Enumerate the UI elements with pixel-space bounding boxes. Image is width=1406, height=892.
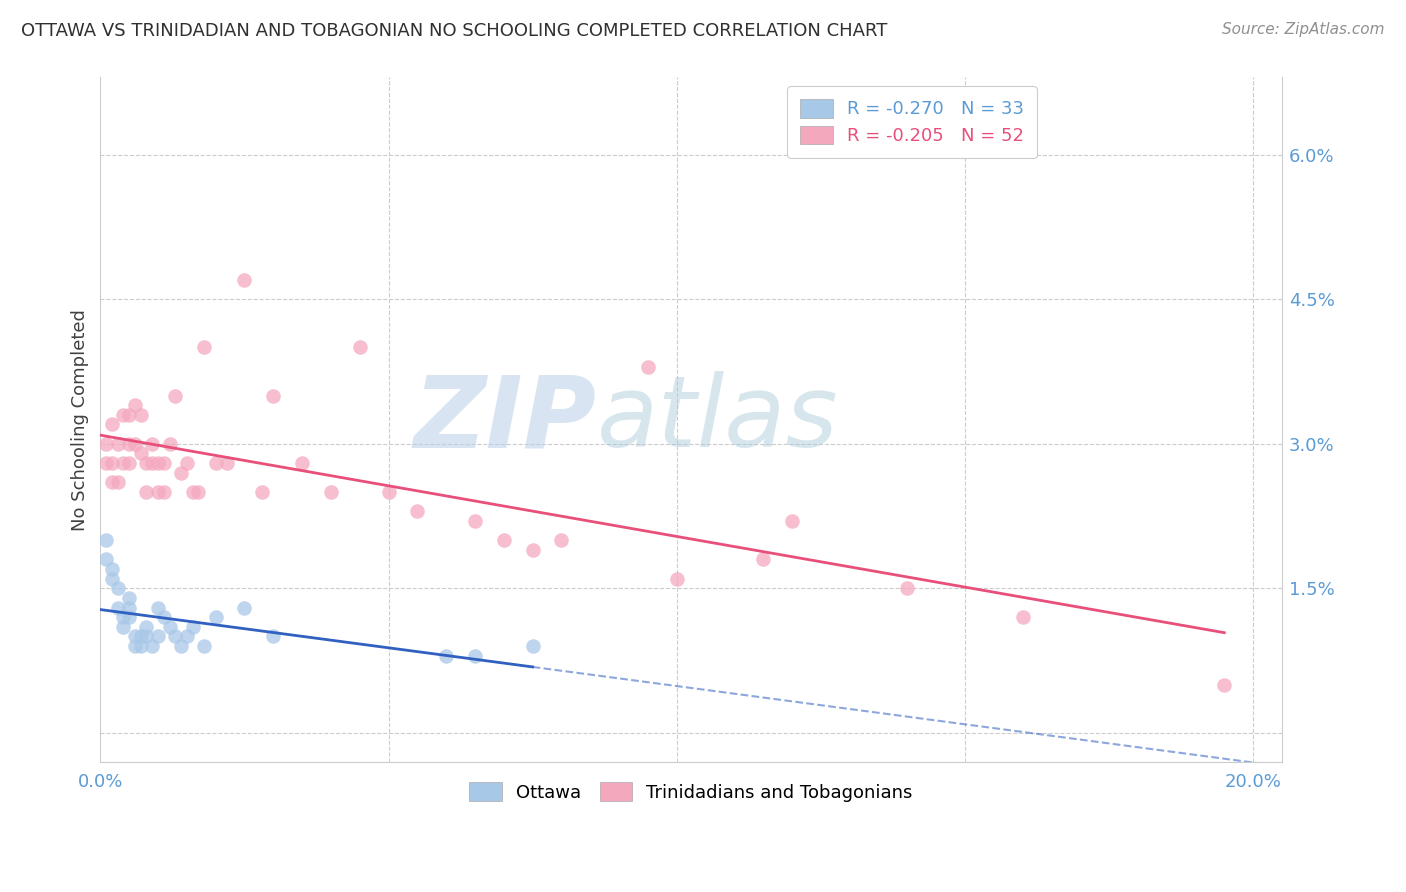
Point bbox=[118, 456, 141, 470]
Point bbox=[146, 484, 169, 499]
Point bbox=[181, 620, 204, 634]
Point bbox=[129, 639, 152, 653]
Text: ZIP: ZIP bbox=[413, 371, 596, 468]
Point bbox=[129, 446, 152, 460]
Point bbox=[377, 484, 399, 499]
Point bbox=[262, 630, 284, 644]
Point bbox=[94, 552, 117, 566]
Point bbox=[101, 562, 124, 576]
Point bbox=[152, 484, 174, 499]
Text: OTTAWA VS TRINIDADIAN AND TOBAGONIAN NO SCHOOLING COMPLETED CORRELATION CHART: OTTAWA VS TRINIDADIAN AND TOBAGONIAN NO … bbox=[21, 22, 887, 40]
Point bbox=[146, 600, 169, 615]
Point bbox=[193, 639, 215, 653]
Point bbox=[94, 436, 117, 450]
Point bbox=[124, 639, 146, 653]
Point bbox=[1213, 678, 1236, 692]
Point bbox=[752, 552, 775, 566]
Point bbox=[665, 572, 688, 586]
Point bbox=[204, 610, 226, 624]
Point bbox=[124, 436, 146, 450]
Point bbox=[107, 475, 129, 490]
Point bbox=[101, 456, 124, 470]
Point bbox=[181, 484, 204, 499]
Point bbox=[464, 648, 486, 663]
Point bbox=[135, 456, 157, 470]
Point bbox=[319, 484, 342, 499]
Point bbox=[637, 359, 659, 374]
Point bbox=[118, 600, 141, 615]
Point bbox=[118, 591, 141, 605]
Point bbox=[550, 533, 572, 547]
Point bbox=[124, 398, 146, 412]
Point bbox=[233, 600, 256, 615]
Point bbox=[135, 620, 157, 634]
Point bbox=[146, 630, 169, 644]
Point bbox=[107, 436, 129, 450]
Point bbox=[141, 456, 163, 470]
Point bbox=[1011, 610, 1033, 624]
Point bbox=[291, 456, 314, 470]
Point bbox=[217, 456, 239, 470]
Point bbox=[159, 620, 181, 634]
Point bbox=[492, 533, 515, 547]
Point bbox=[146, 456, 169, 470]
Point bbox=[112, 610, 135, 624]
Point bbox=[204, 456, 226, 470]
Point bbox=[780, 514, 803, 528]
Y-axis label: No Schooling Completed: No Schooling Completed bbox=[72, 309, 89, 531]
Point bbox=[101, 417, 124, 432]
Point bbox=[112, 456, 135, 470]
Point bbox=[170, 639, 193, 653]
Point bbox=[101, 572, 124, 586]
Point bbox=[141, 436, 163, 450]
Point bbox=[129, 630, 152, 644]
Point bbox=[129, 408, 152, 422]
Point bbox=[94, 533, 117, 547]
Point bbox=[406, 504, 429, 518]
Point bbox=[101, 475, 124, 490]
Point bbox=[107, 600, 129, 615]
Point bbox=[107, 582, 129, 596]
Point bbox=[165, 630, 187, 644]
Text: Source: ZipAtlas.com: Source: ZipAtlas.com bbox=[1222, 22, 1385, 37]
Point bbox=[112, 408, 135, 422]
Point bbox=[159, 436, 181, 450]
Point bbox=[193, 340, 215, 354]
Point bbox=[94, 456, 117, 470]
Point bbox=[262, 388, 284, 402]
Point bbox=[118, 436, 141, 450]
Legend: Ottawa, Trinidadians and Tobagonians: Ottawa, Trinidadians and Tobagonians bbox=[457, 770, 925, 814]
Point bbox=[152, 610, 174, 624]
Point bbox=[187, 484, 209, 499]
Point bbox=[522, 542, 544, 557]
Point bbox=[124, 630, 146, 644]
Point bbox=[464, 514, 486, 528]
Point bbox=[118, 408, 141, 422]
Point bbox=[135, 484, 157, 499]
Point bbox=[233, 273, 256, 287]
Point bbox=[112, 620, 135, 634]
Point bbox=[896, 582, 918, 596]
Text: atlas: atlas bbox=[596, 371, 838, 468]
Point bbox=[176, 456, 198, 470]
Point bbox=[522, 639, 544, 653]
Point bbox=[170, 466, 193, 480]
Point bbox=[152, 456, 174, 470]
Point bbox=[176, 630, 198, 644]
Point bbox=[141, 639, 163, 653]
Point bbox=[165, 388, 187, 402]
Point bbox=[135, 630, 157, 644]
Point bbox=[434, 648, 457, 663]
Point bbox=[250, 484, 273, 499]
Point bbox=[118, 610, 141, 624]
Point bbox=[349, 340, 371, 354]
